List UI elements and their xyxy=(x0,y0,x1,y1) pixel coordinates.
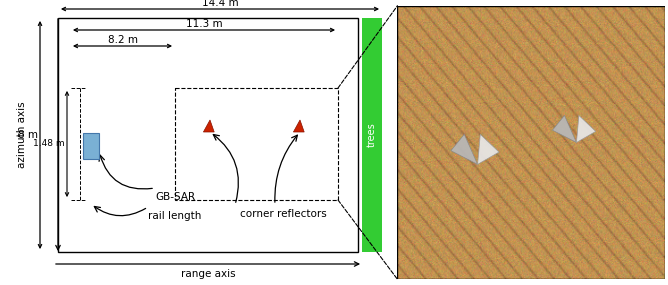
Text: 1.48 m: 1.48 m xyxy=(33,139,65,148)
Polygon shape xyxy=(478,134,499,164)
Text: 11.3 m: 11.3 m xyxy=(186,19,222,29)
Text: 8.2 m: 8.2 m xyxy=(108,35,138,45)
Text: 8 m: 8 m xyxy=(18,130,38,140)
Text: trees: trees xyxy=(367,123,377,147)
Polygon shape xyxy=(552,115,576,142)
Polygon shape xyxy=(293,120,304,132)
Text: corner reflectors: corner reflectors xyxy=(240,209,327,219)
Polygon shape xyxy=(203,120,214,132)
Polygon shape xyxy=(576,115,596,142)
Bar xyxy=(58,18,358,252)
Text: rail length: rail length xyxy=(148,211,201,221)
Text: range axis: range axis xyxy=(180,269,235,279)
Text: GB-SAR: GB-SAR xyxy=(155,192,195,202)
Text: 14.4 m: 14.4 m xyxy=(202,0,238,8)
Bar xyxy=(175,88,338,200)
Bar xyxy=(83,133,99,159)
Bar xyxy=(362,18,382,252)
Text: azimuth axis: azimuth axis xyxy=(17,102,27,168)
Polygon shape xyxy=(451,134,478,164)
